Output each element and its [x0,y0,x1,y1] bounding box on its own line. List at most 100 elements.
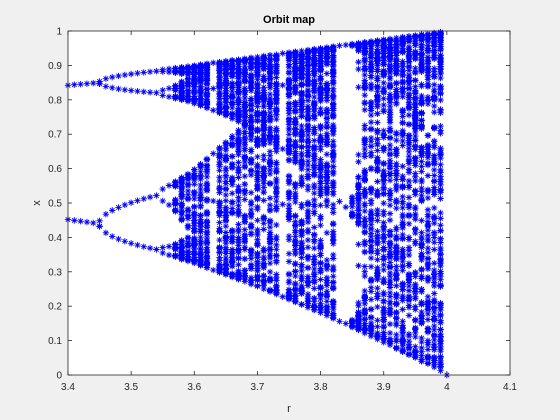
orbit-point [247,189,255,196]
orbit-point [361,324,368,332]
orbit-point [298,91,305,98]
orbit-point [228,99,236,106]
orbit-point [330,255,337,262]
orbit-point [197,70,204,77]
orbit-point [437,317,444,324]
orbit-point [330,110,337,118]
orbit-point [431,219,438,227]
orbit-point [228,70,236,77]
orbit-point [380,322,387,330]
orbit-point [374,331,381,338]
orbit-point [235,140,242,147]
orbit-point [405,297,413,304]
orbit-point [273,108,280,115]
orbit-point [424,211,432,218]
orbit-point [399,318,406,325]
orbit-point [273,94,280,102]
orbit-point [330,61,337,69]
orbit-point [317,202,324,209]
orbit-point [109,233,116,240]
orbit-point [405,344,413,351]
orbit-point [260,132,267,139]
orbit-point [405,201,413,208]
orbit-point [266,217,274,224]
orbit-point [292,290,299,297]
orbit-point [216,254,223,261]
orbit-point [127,87,135,94]
orbit-point [241,181,248,188]
orbit-point [222,173,230,181]
orbit-point [367,100,375,107]
orbit-point [304,93,312,100]
orbit-point [393,267,400,274]
orbit-point [235,246,242,253]
orbit-point [311,295,318,302]
orbit-point [399,142,406,149]
orbit-point [292,190,299,197]
orbit-point [361,169,368,176]
orbit-point [399,89,406,96]
orbit-point [254,64,261,71]
orbit-point [260,260,267,267]
orbit-point [323,173,331,180]
orbit-point [260,152,267,159]
orbit-point [424,132,432,139]
orbit-point [292,50,299,58]
orbit-point [424,232,432,239]
orbit-point [292,218,299,225]
orbit-point [355,317,362,324]
orbit-point [235,164,242,171]
orbit-point [298,156,305,164]
orbit-point [304,200,312,208]
orbit-point [418,352,425,359]
orbit-point [266,206,274,213]
orbit-point [330,179,337,186]
orbit-point [323,59,331,66]
orbit-point [184,257,192,265]
orbit-point [266,152,274,159]
orbit-point [399,184,406,191]
orbit-point [437,283,444,290]
orbit-point [273,188,280,195]
orbit-point [367,143,375,150]
orbit-point [380,211,387,218]
orbit-point [191,255,198,263]
orbit-point [140,195,147,203]
orbit-point [165,201,173,209]
orbit-point [355,41,362,49]
orbit-point [405,67,413,74]
orbit-point [273,241,280,249]
orbit-point [311,189,318,197]
orbit-point [304,300,312,307]
orbit-point [222,212,230,219]
orbit-point [323,279,331,287]
x-tick-label: 4.1 [503,382,517,393]
orbit-point [153,192,160,199]
orbit-point [235,88,242,95]
orbit-point [424,154,432,161]
orbit-point [380,199,387,207]
orbit-point [222,197,230,204]
orbit-point [247,279,255,286]
orbit-point [317,132,324,139]
orbit-point [424,172,432,179]
orbit-point [203,80,211,88]
orbit-point [210,107,217,114]
orbit-point [178,237,185,244]
orbit-point [292,60,299,68]
orbit-point [412,226,419,233]
orbit-point [437,259,444,267]
orbit-point [418,275,425,282]
orbit-point [247,129,255,137]
orbit-point [241,212,248,220]
orbit-point [367,40,375,47]
orbit-point [311,285,318,292]
orbit-point [304,111,312,119]
orbit-point [228,199,236,207]
orbit-point [298,254,305,261]
orbit-point [367,324,375,332]
orbit-point [317,162,324,169]
orbit-point [361,188,368,196]
orbit-point [254,259,261,267]
orbit-point [399,267,406,274]
